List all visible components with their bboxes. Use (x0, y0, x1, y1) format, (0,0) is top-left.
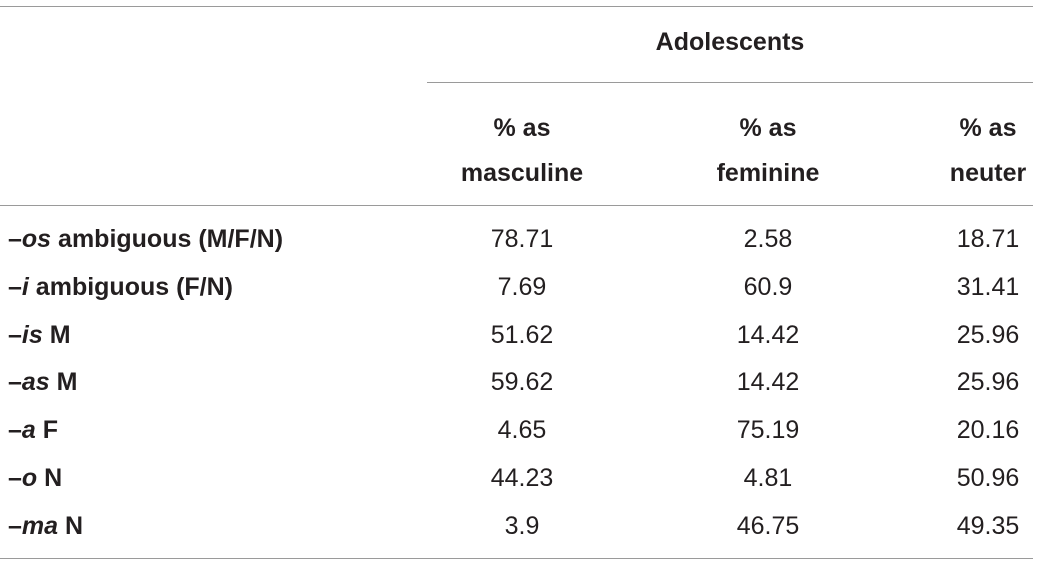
cell-feminine: 60.9 (743, 272, 793, 301)
cell-masculine: 4.65 (497, 416, 547, 445)
bottom-rule (0, 558, 1033, 559)
table-row: –i ambiguous (F/N) 7.69 60.9 31.41 (0, 264, 1039, 312)
cell-neuter: 18.71 (956, 225, 1020, 253)
table-row: –is M 51.62 14.42 25.96 (0, 312, 1039, 360)
table-row: –as M 59.62 14.42 25.96 (0, 359, 1039, 407)
table-row: –ma N 3.9 46.75 49.35 (0, 503, 1039, 551)
dash: – (8, 320, 22, 349)
table-row: –os ambiguous (M/F/N) 78.71 2.58 18.71 (0, 216, 1039, 264)
dash: – (8, 368, 22, 397)
cell-neuter: 31.41 (956, 272, 1020, 301)
suffix-ending: is (21, 320, 43, 349)
suffix-ending: o (21, 463, 38, 492)
row-label-rest: ambiguous (M/F/N) (51, 225, 284, 253)
top-rule (0, 6, 1033, 7)
column-header-line2: masculine (460, 159, 584, 187)
suffix-ending: i (21, 272, 29, 301)
column-header-line1: % as (493, 114, 551, 142)
cell-masculine: 44.23 (490, 463, 554, 492)
group-header-rule (427, 82, 1033, 83)
dash: – (8, 225, 22, 253)
row-label: –as M (8, 359, 78, 407)
cell-masculine: 51.62 (490, 320, 554, 349)
row-label: –a F (8, 407, 58, 455)
header-rule (0, 205, 1033, 206)
cell-neuter: 49.35 (956, 511, 1020, 540)
row-label-rest: F (35, 416, 59, 445)
row-label-rest: N (58, 511, 84, 540)
suffix-ending: ma (21, 511, 59, 540)
row-label-rest: M (49, 368, 78, 397)
dash: – (8, 272, 22, 301)
column-header-feminine: % as feminine (670, 106, 866, 196)
column-header-neuter: % as neuter (928, 106, 1039, 196)
table-row: –a F 4.65 75.19 20.16 (0, 407, 1039, 455)
column-header-line2: neuter (949, 159, 1027, 187)
table-row: –o N 44.23 4.81 50.96 (0, 455, 1039, 503)
row-label: –i ambiguous (F/N) (8, 264, 233, 312)
cell-masculine: 59.62 (490, 368, 554, 397)
column-header-line1: % as (959, 114, 1017, 142)
cell-feminine: 14.42 (736, 320, 800, 349)
suffix-ending: os (21, 225, 52, 253)
cell-feminine: 75.19 (736, 416, 800, 445)
cell-masculine: 78.71 (490, 225, 554, 253)
cell-neuter: 25.96 (956, 368, 1020, 397)
suffix-ending: a (21, 416, 36, 445)
cell-feminine: 2.58 (743, 225, 793, 253)
cell-neuter: 50.96 (956, 463, 1020, 492)
table-body: –os ambiguous (M/F/N) 78.71 2.58 18.71 –… (0, 216, 1039, 551)
group-header-adolescents: Adolescents (655, 28, 805, 56)
row-label: –o N (8, 455, 62, 503)
cell-neuter: 25.96 (956, 320, 1020, 349)
suffix-ending: as (21, 368, 50, 397)
cell-feminine: 46.75 (736, 511, 800, 540)
row-label-rest: ambiguous (F/N) (28, 272, 234, 301)
column-header-line1: % as (739, 114, 797, 142)
dash: – (8, 511, 22, 540)
cell-feminine: 4.81 (743, 463, 793, 492)
dash: – (8, 463, 22, 492)
row-label: –is M (8, 312, 71, 360)
row-label-rest: M (42, 320, 71, 349)
cell-masculine: 7.69 (497, 272, 547, 301)
cell-neuter: 20.16 (956, 416, 1020, 445)
cell-masculine: 3.9 (504, 511, 540, 540)
column-header-line2: feminine (716, 159, 820, 187)
row-label: –ma N (8, 503, 83, 551)
row-label: –os ambiguous (M/F/N) (8, 216, 283, 264)
row-label-rest: N (37, 463, 63, 492)
cell-feminine: 14.42 (736, 368, 800, 397)
dash: – (8, 416, 22, 445)
column-header-masculine: % as masculine (427, 106, 617, 196)
